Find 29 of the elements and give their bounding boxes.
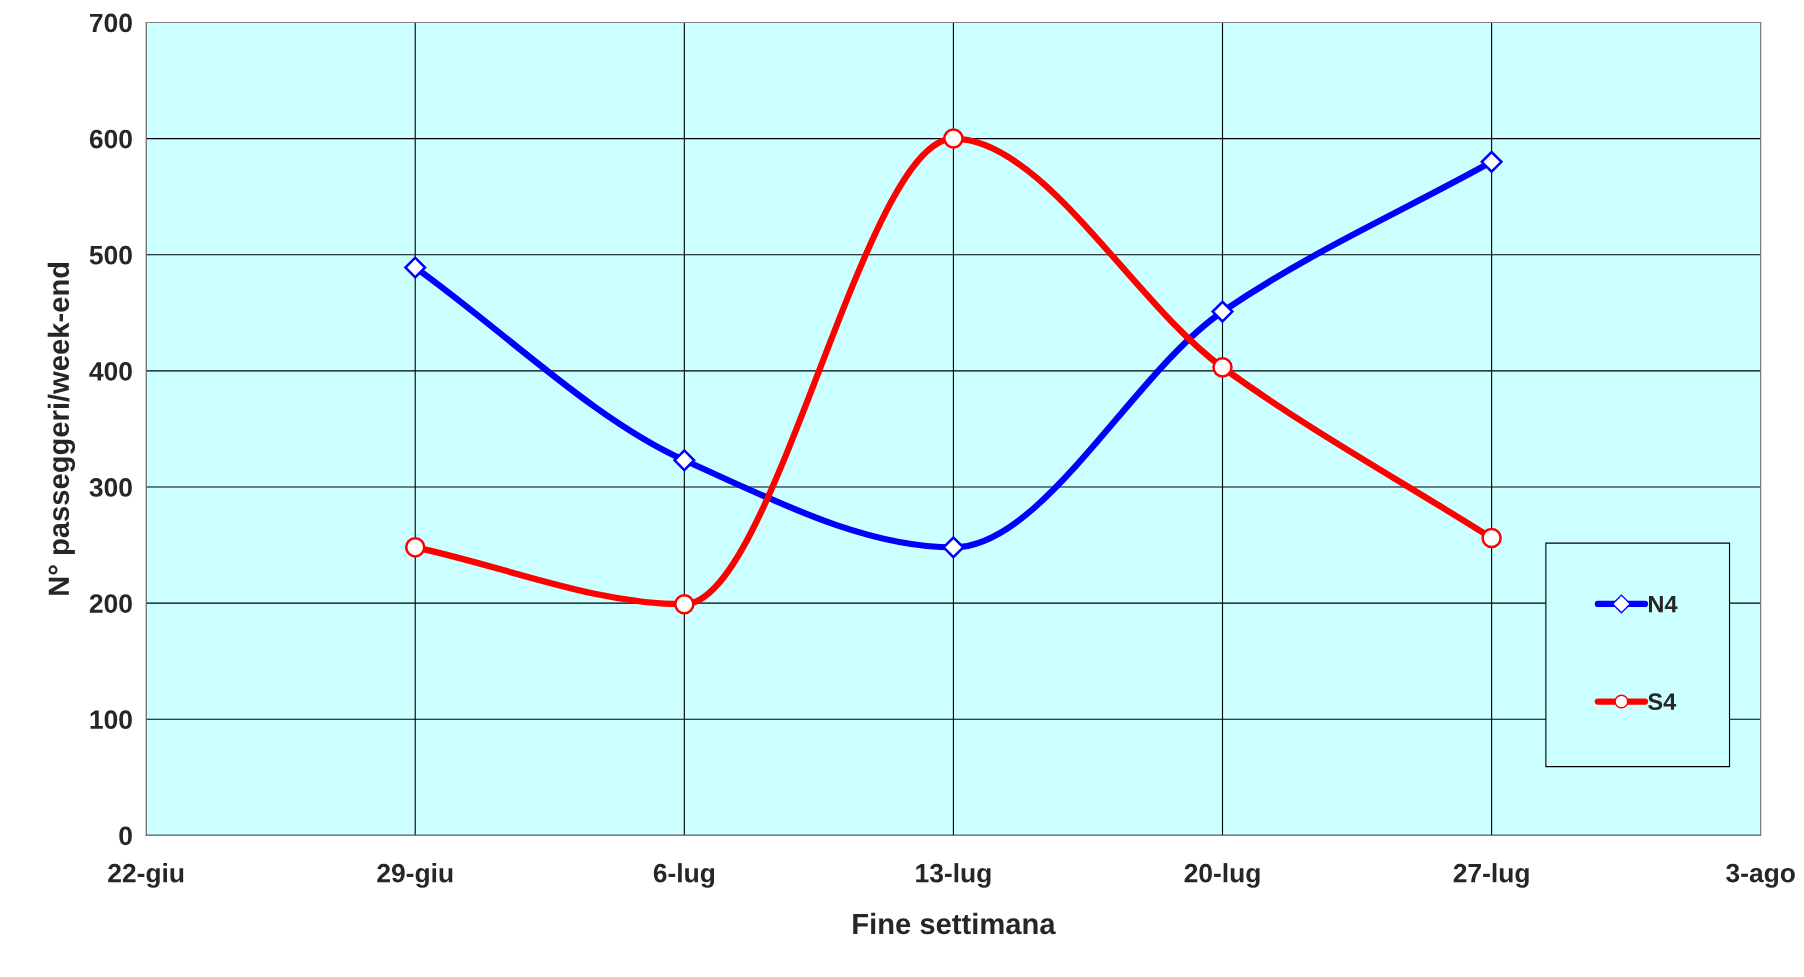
point <box>1480 150 1503 173</box>
y-tick-label: 0 <box>119 826 132 846</box>
x-tick-label: 27-lug <box>1453 863 1529 888</box>
point <box>1211 300 1234 323</box>
legend-label: S4 <box>1648 693 1677 711</box>
x-axis-title: Fine settimana <box>853 912 1056 935</box>
y-tick-label: 100 <box>90 710 132 730</box>
x-tick-label: 20-lug <box>1184 863 1260 888</box>
point <box>404 537 426 558</box>
x-tick-label: 6-lug <box>653 863 715 888</box>
point <box>942 536 965 559</box>
x-tick-label: 3-ago <box>1726 863 1795 888</box>
x-tick-label: 22-giu <box>108 863 184 888</box>
x-tick-label: 13-lug <box>916 863 991 888</box>
point <box>1212 357 1233 378</box>
y-tick-label: 300 <box>89 478 132 497</box>
legend-label: N4 <box>1648 595 1678 613</box>
y-tick-label: 400 <box>89 361 132 381</box>
y-axis-title: N° passeggeri/week-end <box>47 262 76 595</box>
point <box>404 256 427 279</box>
y-tick-label: 200 <box>89 594 132 613</box>
x-tick-label: 29-giu <box>377 863 453 888</box>
y-tick-label: 700 <box>90 13 132 33</box>
point <box>673 449 696 472</box>
point <box>943 128 964 149</box>
point <box>1481 527 1502 549</box>
y-tick-label: 500 <box>89 245 132 265</box>
y-tick-label: 600 <box>89 129 132 149</box>
point <box>674 593 695 615</box>
